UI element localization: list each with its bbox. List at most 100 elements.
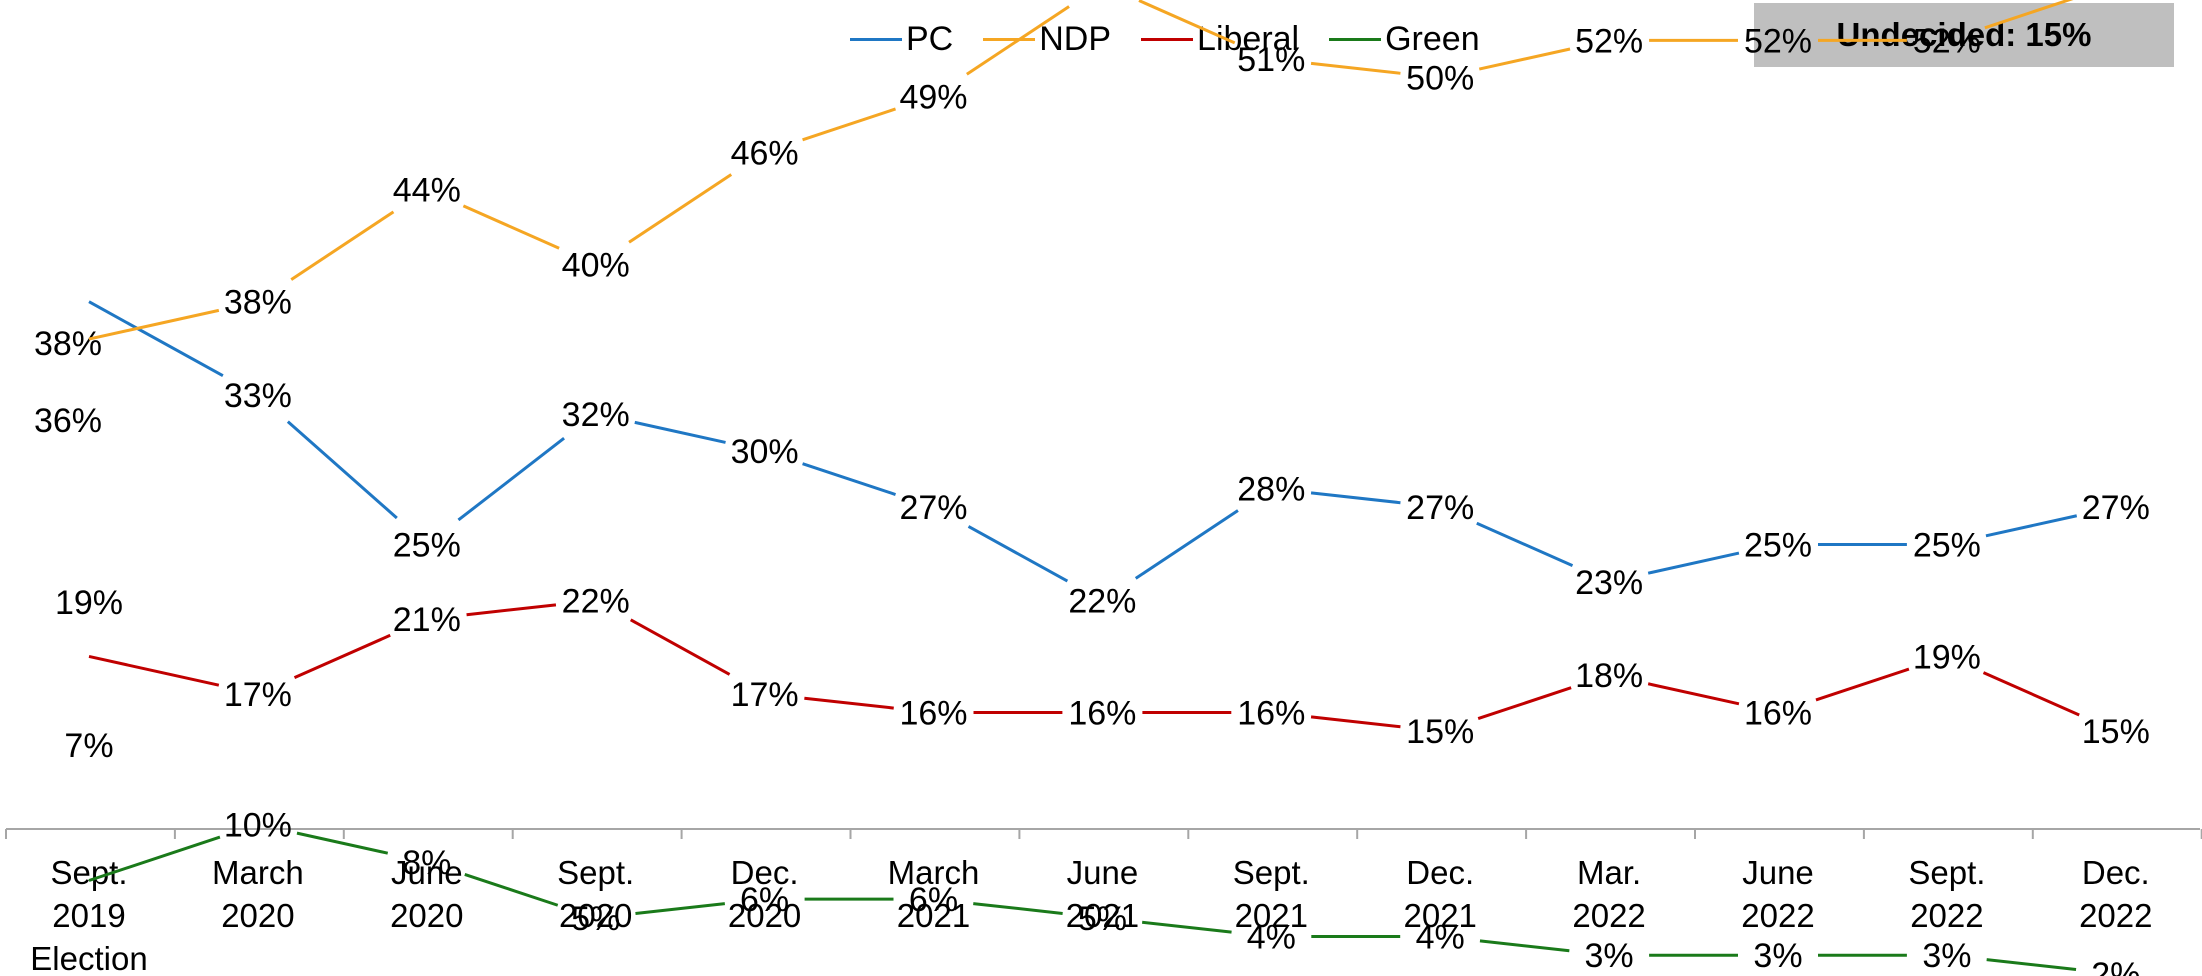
x-tick-label: 2021 [1235,897,1308,934]
data-label-ndp: 52% [1575,22,1643,60]
series-green-segment [88,835,221,882]
series-pc-segment [1476,521,1574,567]
legend-swatch-liberal [1141,37,1194,41]
series-green-segment [1986,958,2077,971]
series-ndp-segment [1478,47,1571,71]
series-pc-segment [802,462,897,496]
series-ndp-segment [966,5,1070,76]
series-liberal-segment [1310,715,1401,729]
legend-label-green: Green [1385,19,1480,58]
x-tick-label: 2021 [1066,897,1139,934]
data-label-pc: 25% [393,526,461,564]
data-label-green: 5% [1078,900,1127,938]
data-label-pc: 23% [1575,564,1643,602]
legend-swatch-pc [850,37,902,41]
series-green-segment [635,902,726,915]
series-pc-segment [634,420,726,444]
x-tick-label: 2020 [728,897,801,934]
series-pc-segment [1647,551,1740,575]
series-ndp-segment [628,173,733,244]
legend-swatch-green [1329,37,1382,41]
data-label-ndp: 38% [224,284,292,322]
series-ndp-segment [1984,0,2074,30]
data-label-green: 4% [1416,919,1465,957]
series-pc-segment [1310,491,1401,505]
legend-label-pc: PC [906,19,954,58]
series-liberal-segment [1982,671,2080,717]
x-tick-label: June [1742,854,1814,891]
data-label-ndp: 52% [1913,22,1981,60]
data-label-ndp: 40% [562,246,630,284]
series-liberal-segment [804,696,894,710]
data-label-pc: 27% [899,489,967,527]
x-tick-label: Sept. [1908,854,1985,891]
series-ndp-segment [88,308,220,341]
data-label-liberal: 16% [899,694,967,732]
data-label-pc: 30% [731,433,799,471]
data-label-pc: 33% [224,377,292,415]
series-ndp-segment [1138,0,1236,45]
series-ndp-segment [1310,61,1401,75]
data-label-ndp: 50% [1406,60,1474,98]
legend-item-pc: PC [850,20,953,59]
x-tick-label: 2020 [390,897,463,934]
series-ndp-segment [290,210,395,281]
legend-swatch-ndp [983,37,1036,41]
data-label-liberal: 19% [1913,638,1981,676]
data-label-liberal: 17% [224,676,292,714]
x-tick-label: 2020 [221,897,294,934]
data-label-pc: 32% [562,396,630,434]
series-green-segment [296,831,389,855]
data-label-liberal: 15% [2082,713,2150,751]
data-label-pc: 25% [1913,526,1981,564]
data-label-pc: 22% [1068,582,1136,620]
data-label-ndp: 51% [1237,41,1305,79]
legend-item-ndp: NDP [983,20,1111,59]
data-label-liberal: 17% [731,676,799,714]
undecided-badge: Undecided: 15% [1754,3,2174,67]
data-label-liberal: 16% [1237,694,1305,732]
data-label-ndp: 55% [2082,0,2150,4]
series-ndp-segment [802,107,897,142]
x-tick-label: March [212,854,304,891]
x-tick-label: 2021 [897,897,970,934]
data-label-liberal: 21% [393,601,461,639]
chart-legend: PC NDP Liberal Green [850,14,1510,64]
x-tick-label: Sept. [1233,854,1310,891]
data-label-ndp: 46% [731,134,799,172]
series-pc-segment [457,437,565,522]
data-label-pc: 38% [34,325,102,363]
data-label-green: 3% [1922,937,1971,975]
x-tick-label: Sept. [557,854,634,891]
x-tick-label: Dec. [731,854,799,891]
data-label-green: 10% [224,807,292,845]
series-green-segment [1479,939,1570,953]
x-tick-label: 2022 [1572,897,1645,934]
legend-label-ndp: NDP [1039,19,1112,58]
x-tick-label: 2022 [1910,897,1983,934]
data-label-green: 3% [1753,937,1802,975]
series-pc-segment [286,420,398,520]
data-label-green: 6% [740,881,789,919]
data-label-ndp: 55% [1068,0,1136,4]
x-tick-label: 2022 [1741,897,1814,934]
data-label-ndp: 49% [899,78,967,116]
series-liberal-segment [466,603,557,617]
data-label-green: 2% [2091,956,2140,976]
series-green-segment [464,873,559,907]
data-label-liberal: 16% [1068,694,1136,732]
data-label-liberal: 15% [1406,713,1474,751]
data-label-ndp: 52% [1744,22,1812,60]
x-tick-label: June [1067,854,1139,891]
x-tick-label: March [888,854,980,891]
series-pc-segment [88,300,224,378]
x-tick-label: June [391,854,463,891]
series-liberal-segment [1477,686,1572,720]
data-label-liberal: 18% [1575,657,1643,695]
series-liberal-segment [1815,667,1910,702]
data-label-pc: 27% [2082,489,2150,527]
series-liberal-segment [629,618,731,676]
x-tick-label: Dec. [2082,854,2150,891]
x-tick-label: Mar. [1577,854,1641,891]
